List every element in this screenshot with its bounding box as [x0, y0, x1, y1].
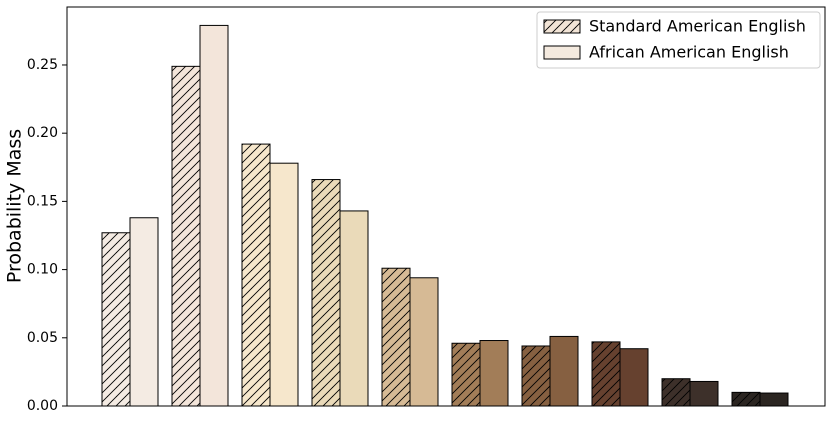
y-tick-label: 0.10 [27, 262, 58, 278]
bar [661, 378, 691, 407]
bar [409, 277, 439, 407]
bar [549, 335, 579, 407]
y-tick-label: 0.25 [27, 57, 58, 73]
legend-label: African American English [589, 43, 789, 62]
bar [339, 210, 369, 407]
bar [521, 345, 551, 407]
legend-label: Standard American English [589, 17, 806, 36]
y-tick-label: 0.05 [27, 330, 58, 346]
bar [241, 143, 271, 407]
legend-patch [543, 45, 581, 60]
bar [689, 380, 719, 407]
plot-frame [66, 6, 826, 407]
legend-box [536, 11, 821, 69]
y-tick-label: 0.15 [27, 193, 58, 209]
bar [381, 267, 411, 407]
bar [479, 340, 509, 407]
bar [199, 24, 229, 407]
bar [451, 342, 481, 407]
legend-patch [543, 19, 581, 34]
bar [619, 348, 649, 407]
bar [591, 341, 621, 407]
y-tick-label: 0.20 [27, 125, 58, 141]
y-axis-label: Probability Mass [4, 129, 26, 283]
bar [129, 217, 159, 407]
bar [311, 179, 341, 407]
bar [171, 65, 201, 407]
bar [759, 392, 789, 407]
bar [731, 391, 761, 407]
y-tick-label: 0.00 [27, 398, 58, 414]
bar [269, 162, 299, 407]
bar [101, 232, 131, 407]
